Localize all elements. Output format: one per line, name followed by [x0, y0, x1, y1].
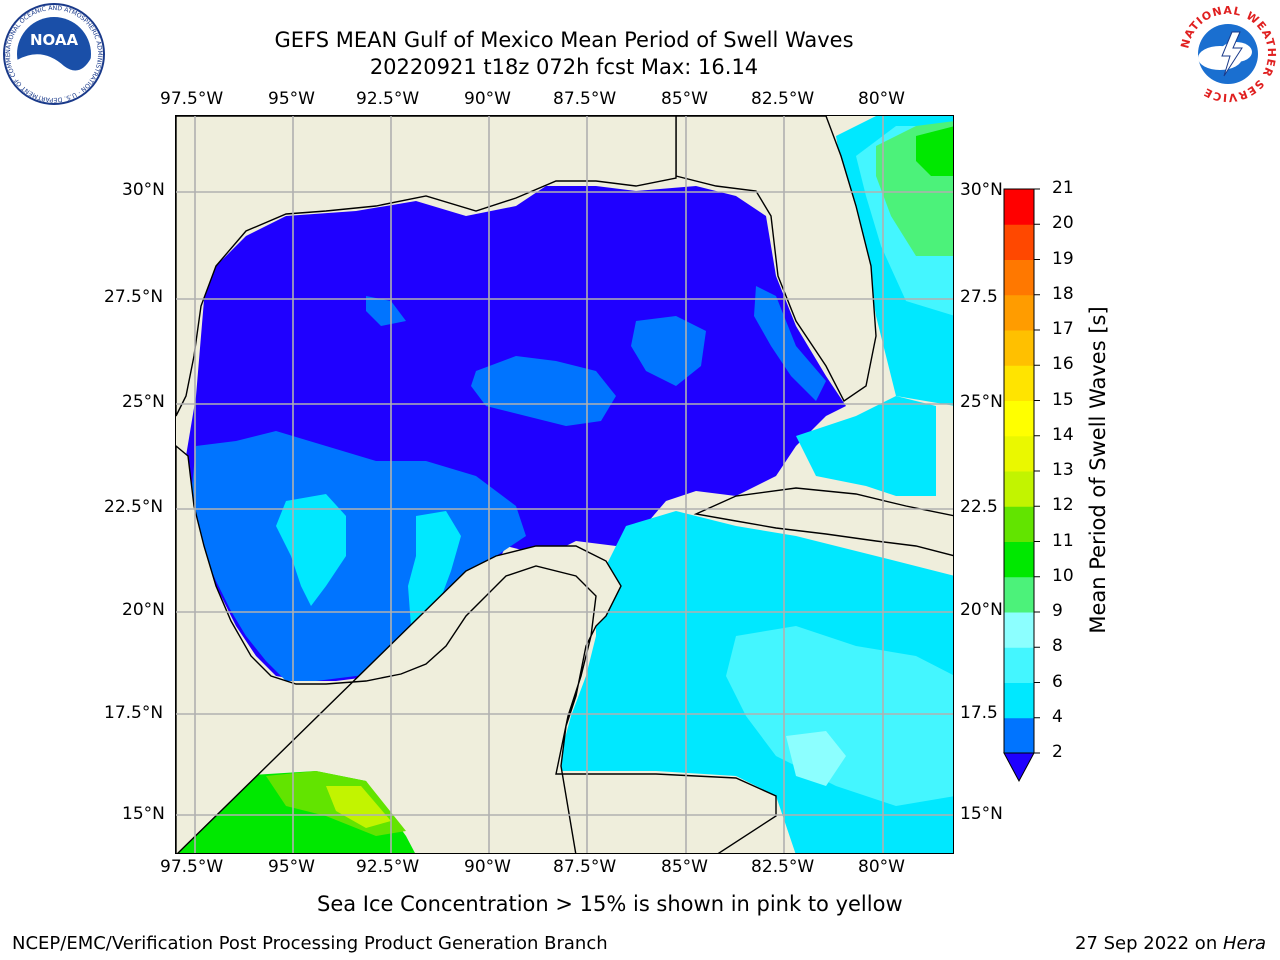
colorbar-tick-label: 9	[1052, 601, 1063, 621]
nws-logo: NATIONAL WEATHER SERVICE	[1176, 2, 1280, 106]
colorbar-segment	[1004, 400, 1034, 437]
colorbar-tick-label: 2	[1052, 742, 1063, 762]
land-us-coast	[176, 116, 677, 417]
lon-label: 85°W	[661, 89, 708, 109]
chart-title: GEFS MEAN Gulf of Mexico Mean Period of …	[274, 28, 854, 52]
lat-label: 27.5°N	[104, 287, 164, 307]
colorbar-tick-label: 19	[1052, 248, 1074, 269]
lon-label: 80°W	[858, 857, 905, 877]
lat-label: 15°N	[122, 804, 165, 824]
footer-credit: NCEP/EMC/Verification Post Processing Pr…	[12, 933, 608, 954]
colorbar-segment	[1004, 365, 1034, 401]
lat-label: 27.5	[960, 287, 998, 307]
lat-label: 15°N	[960, 804, 1003, 824]
lat-label: 22.5	[960, 497, 998, 517]
lon-label: 95°W	[268, 857, 315, 877]
colorbar-tick-label: 4	[1052, 706, 1063, 727]
colorbar-extend-arrow	[1003, 752, 1035, 783]
swell-period-map	[176, 116, 953, 853]
lon-label: 95°W	[268, 89, 315, 109]
colorbar-segment	[1004, 471, 1034, 507]
colorbar-tick-label: 21	[1052, 178, 1074, 198]
lon-label: 80°W	[858, 89, 905, 109]
colorbar-segment	[1004, 506, 1034, 542]
colorbar-tick-label: 13	[1052, 460, 1074, 480]
colorbar-segment	[1004, 647, 1034, 683]
lon-label: 92.5°W	[356, 857, 420, 877]
footer-date-text: 27 Sep 2022 on	[1075, 933, 1223, 954]
footer-date: 27 Sep 2022 on Hera	[1075, 933, 1266, 954]
colorbar-segment	[1004, 612, 1034, 648]
colorbar-tick-label: 20	[1052, 213, 1074, 234]
contour-2-4-florida-shelf	[754, 286, 826, 401]
contour-8-9-caribbean	[786, 731, 846, 786]
footer-host: Hera	[1222, 933, 1266, 954]
colorbar-segment	[1004, 224, 1034, 260]
lat-label: 17.5°N	[104, 703, 164, 723]
lon-label: 87.5°W	[553, 857, 617, 877]
lon-label: 85°W	[661, 857, 708, 877]
sea-ice-note: Sea Ice Concentration > 15% is shown in …	[317, 892, 903, 916]
lat-label: 30°N	[122, 180, 165, 200]
contour-10-11-atlantic	[916, 126, 953, 176]
lon-label: 90°W	[464, 857, 511, 877]
contour-4-6-campeche-east	[408, 511, 461, 641]
lat-label: 17.5	[960, 703, 998, 723]
colorbar-tick-label: 11	[1052, 530, 1074, 551]
colorbar-segment	[1004, 330, 1034, 366]
colorbar-scale	[1003, 188, 1040, 783]
colorbar-tick-label: 18	[1052, 283, 1074, 304]
colorbar-segment	[1004, 717, 1034, 754]
colorbar	[1003, 188, 1040, 783]
colorbar-segment	[1004, 682, 1034, 719]
lat-label: 30°N	[960, 180, 1003, 200]
colorbar-tick-label: 8	[1052, 636, 1063, 657]
colorbar-tick-label: 15	[1052, 389, 1074, 410]
lon-label: 92.5°W	[356, 89, 420, 109]
lon-label: 90°W	[464, 89, 511, 109]
lon-label: 97.5°W	[160, 89, 224, 109]
lat-label: 25°N	[122, 392, 165, 412]
colorbar-tick-label: 10	[1052, 565, 1074, 586]
colorbar-segment	[1004, 435, 1034, 472]
colorbar-tick-label: 14	[1052, 424, 1074, 445]
lon-label: 82.5°W	[751, 857, 815, 877]
lat-label: 20°N	[122, 600, 165, 620]
contour-2-4-north-patch	[366, 296, 406, 326]
lon-label: 87.5°W	[553, 89, 617, 109]
land-florida	[675, 116, 877, 403]
land-cuba	[693, 487, 953, 557]
contour-6-8-caribbean	[726, 626, 953, 806]
lon-label: 82.5°W	[751, 89, 815, 109]
lat-label: 25°N	[960, 392, 1003, 412]
map-panel	[175, 115, 954, 854]
colorbar-tick-label: 6	[1052, 671, 1063, 692]
colorbar-title: Mean Period of Swell Waves [s]	[1086, 306, 1110, 634]
colorbar-segment	[1004, 259, 1034, 296]
colorbar-tick-label: 12	[1052, 495, 1074, 516]
noaa-logo: NATIONAL OCEANIC AND ATMOSPHERIC ADMINIS…	[0, 0, 106, 106]
lat-label: 20°N	[960, 600, 1003, 620]
lon-label: 97.5°W	[160, 857, 224, 877]
chart-subtitle: 20220921 t18z 072h fcst Max: 16.14	[369, 55, 759, 79]
lat-label: 22.5°N	[104, 497, 164, 517]
colorbar-segment	[1004, 189, 1034, 225]
colorbar-tick-label: 16	[1052, 354, 1074, 375]
colorbar-tick-label: 17	[1052, 319, 1074, 339]
noaa-logo-text: NOAA	[30, 31, 79, 49]
contour-2-4-east	[631, 316, 706, 386]
contour-12-13-pacific	[326, 786, 391, 828]
contour-2-4-central	[471, 356, 616, 426]
colorbar-segment	[1004, 576, 1034, 613]
contour-4-6-straits	[796, 396, 936, 496]
land-yucatan	[176, 445, 777, 853]
colorbar-segment	[1004, 294, 1034, 331]
colorbar-segment	[1004, 541, 1034, 578]
map-grid	[176, 116, 953, 853]
